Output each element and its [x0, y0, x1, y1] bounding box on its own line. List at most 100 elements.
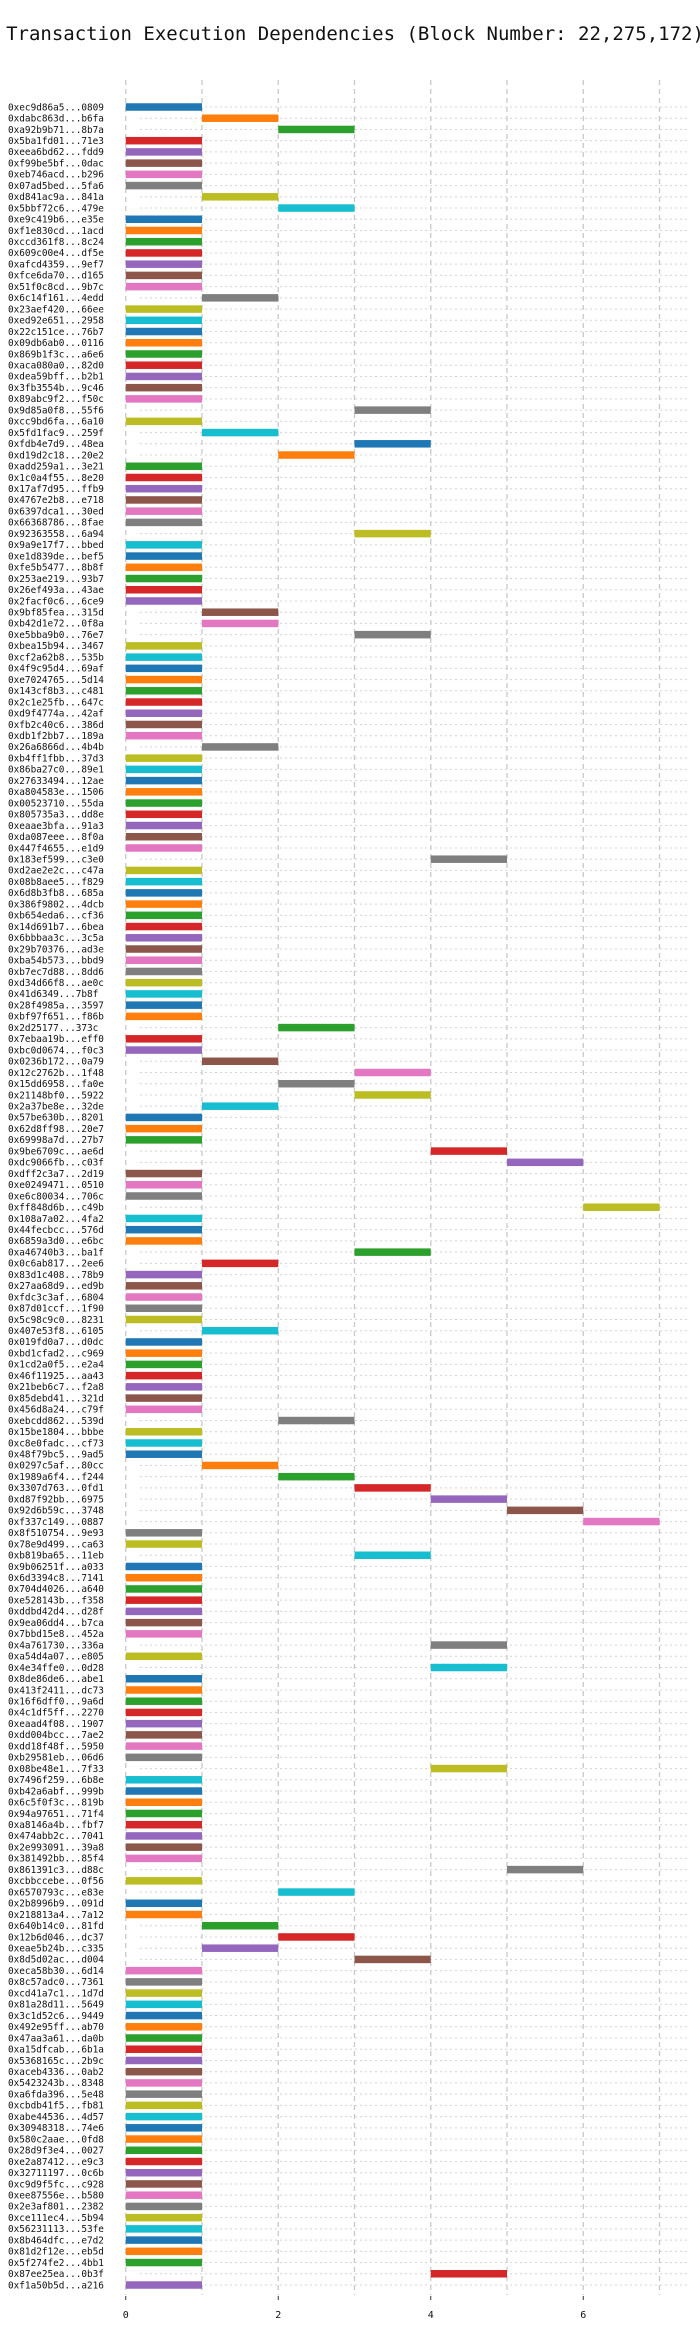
- transaction-label: 0x2e3af801...2382: [8, 2202, 104, 2213]
- transaction-bar: [202, 743, 279, 751]
- transaction-bar: [125, 1405, 202, 1414]
- transaction-label: 0xda087eee...8f0a: [8, 832, 104, 843]
- transaction-label: 0x87d01ccf...1f90: [8, 1304, 104, 1315]
- transaction-label: 0x5423243b...8348: [8, 2078, 104, 2089]
- transaction-label: 0x23aef420...66ee: [8, 304, 104, 315]
- y-axis-labels: 0xec9d86a5...08090xdabc863d...b6fa0xa92b…: [8, 102, 104, 2291]
- transaction-label: 0xaceb4336...0ab2: [8, 2067, 104, 2078]
- transaction-bar: [125, 978, 202, 987]
- transaction-label: 0x9d85a0f8...55f6: [8, 405, 104, 416]
- transaction-label: 0xe6c80034...706c: [8, 1191, 104, 1202]
- transaction-label: 0x2a37be8e...32de: [8, 1101, 104, 1112]
- transaction-label: 0x09db6ab0...0116: [8, 338, 104, 349]
- transaction-label: 0x07ad5bed...5fa6: [8, 181, 104, 192]
- transaction-label: 0x6d8b3fb8...685a: [8, 888, 104, 899]
- transaction-label: 0x83d1c408...78b9: [8, 1270, 104, 1281]
- transaction-label: 0xa8146a4b...fbf7: [8, 1820, 104, 1831]
- transaction-bar: [125, 1225, 202, 1234]
- x-axis-ticks: 0 2 4 6: [123, 2296, 586, 2321]
- transaction-label: 0xee87556e...b580: [8, 2190, 104, 2201]
- transaction-bar: [125, 889, 202, 897]
- x-tick-label: 4: [428, 2310, 434, 2321]
- transaction-label: 0x32711197...0c6b: [8, 2168, 104, 2179]
- transaction-label: 0x85debd41...321d: [8, 1393, 104, 1404]
- transaction-label: 0xdc9066fb...c03f: [8, 1158, 104, 1169]
- transaction-bar: [125, 967, 202, 976]
- transaction-label: 0xe9c419b6...e35e: [8, 215, 104, 226]
- transaction-bar: [354, 1484, 431, 1492]
- transaction-bar: [125, 2045, 202, 2053]
- transaction-label: 0x16f6dff0...9a6d: [8, 1697, 104, 1708]
- transaction-label: 0x2c1e25fb...647c: [8, 697, 104, 708]
- transaction-bar: [125, 1585, 202, 1593]
- transaction-bar: [125, 687, 202, 695]
- transaction-label: 0xa804583e...1506: [8, 787, 104, 798]
- transaction-label: 0x94a97651...71f4: [8, 1809, 104, 1820]
- transaction-label: 0x2d25177...373c: [8, 1023, 98, 1034]
- transaction-bar: [125, 1192, 202, 1200]
- transaction-bar: [125, 2168, 202, 2177]
- transaction-label: 0xdff2c3a7...2d19: [8, 1169, 104, 1180]
- transaction-label: 0x86ba27c0...89e1: [8, 765, 104, 776]
- transaction-bar: [125, 844, 202, 852]
- transaction-label: 0x3307d763...0fd1: [8, 1483, 104, 1494]
- transaction-label: 0x48f79bc5...9ad5: [8, 1450, 104, 1461]
- transaction-bar: [125, 417, 202, 426]
- transaction-bar: [125, 2180, 202, 2188]
- transaction-bar: [125, 2079, 202, 2087]
- transaction-bar: [202, 1102, 279, 1110]
- transaction-label: 0x4c1df5ff...2270: [8, 1708, 104, 1719]
- transaction-bar: [125, 1270, 202, 1279]
- transaction-bar: [430, 2270, 507, 2278]
- transaction-label: 0x9a9e17f7...bbed: [8, 540, 104, 551]
- transaction-label: 0xfdc3c3af...6804: [8, 1292, 104, 1303]
- transaction-label: 0xebcdd862...539d: [8, 1416, 104, 1427]
- transaction-label: 0x3c1d52c6...9449: [8, 2011, 104, 2022]
- transaction-bar: [125, 484, 202, 493]
- transaction-bar: [125, 1113, 202, 1122]
- transaction-bar: [354, 529, 431, 538]
- transaction-label: 0x108a7a02...4fa2: [8, 1214, 104, 1225]
- transaction-label: 0x56231113...53fe: [8, 2224, 104, 2235]
- transaction-label: 0xe7024765...5d14: [8, 675, 104, 686]
- transaction-label: 0xb819ba65...11eb: [8, 1551, 104, 1562]
- transaction-bar: [583, 1517, 660, 1526]
- transaction-label: 0x5ba1fd01...71e3: [8, 136, 104, 147]
- transaction-label: 0xa46740b3...ba1f: [8, 1247, 104, 1258]
- transaction-label: 0x5c98c9c0...8231: [8, 1315, 104, 1326]
- transaction-label: 0x861391c3...d88c: [8, 1865, 104, 1876]
- transaction-bar: [354, 406, 431, 414]
- transaction-bar: [125, 900, 202, 908]
- transaction-label: 0xbd1cfad2...c969: [8, 1348, 104, 1359]
- transaction-bar: [125, 675, 202, 684]
- transaction-label: 0x26ef493a...43ae: [8, 585, 104, 596]
- transaction-bar: [430, 1147, 507, 1155]
- transaction-label: 0x28f4985a...3597: [8, 1000, 104, 1011]
- transaction-bar: [278, 451, 355, 459]
- transaction-label: 0x81d2f12e...eb5d: [8, 2247, 104, 2258]
- transaction-bar: [125, 1450, 202, 1458]
- transaction-label: 0xcc9bd6fa...6a10: [8, 417, 104, 428]
- transaction-bar: [125, 1540, 202, 1548]
- transaction-bar: [125, 2067, 202, 2076]
- transaction-bar: [125, 383, 202, 392]
- transaction-label: 0xbf97f651...f86b: [8, 1012, 104, 1023]
- transaction-bar: [125, 1282, 202, 1290]
- transaction-bar: [125, 1776, 202, 1784]
- transaction-label: 0xdabc863d...b6fa: [8, 114, 104, 125]
- transaction-bar: [125, 2258, 202, 2267]
- transaction-bar: [125, 574, 202, 583]
- transaction-bar: [202, 1461, 279, 1470]
- transaction-bar: [125, 664, 202, 673]
- transaction-bar: [125, 922, 202, 931]
- transaction-bar: [430, 855, 507, 863]
- transaction-label: 0x92d6b59c...3748: [8, 1506, 104, 1517]
- transaction-label: 0x4a761730...336a: [8, 1640, 104, 1651]
- transaction-bar: [430, 1495, 507, 1503]
- transaction-label: 0x143cf8b3...c481: [8, 686, 104, 697]
- transaction-bar: [125, 2281, 202, 2289]
- transaction-bar: [125, 1630, 202, 1638]
- transaction-label: 0x92363558...6a94: [8, 529, 104, 540]
- transaction-bar: [125, 788, 202, 796]
- transaction-bar: [125, 1439, 202, 1447]
